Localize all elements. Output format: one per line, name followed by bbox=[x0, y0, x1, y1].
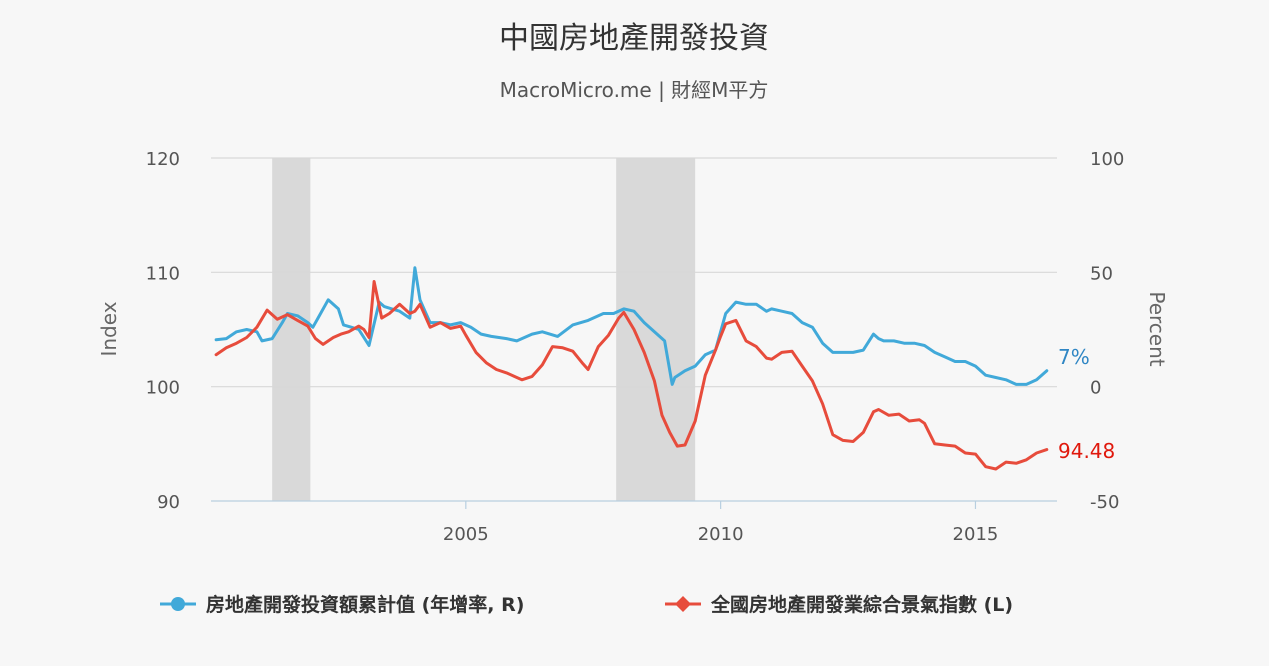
x-tick-label: 2010 bbox=[698, 524, 744, 545]
right-tick-label: 50 bbox=[1090, 263, 1113, 284]
right-axis-title: Percent bbox=[1145, 291, 1169, 366]
circle-marker-icon bbox=[171, 597, 185, 611]
investment-growth-line bbox=[214, 266, 1049, 386]
axes: 90 100 110 120 -50 0 50 100 2005 2010 2015 bbox=[146, 149, 1125, 545]
chart-title: 中國房地產開發投資 bbox=[499, 21, 769, 56]
end-labels: 7% 94.48 bbox=[1058, 345, 1115, 463]
chart-subtitle: MacroMicro.me | 財經M平方 bbox=[500, 78, 769, 102]
gridlines bbox=[211, 157, 1057, 502]
left-tick-label: 120 bbox=[146, 149, 180, 170]
right-tick-label: 100 bbox=[1090, 149, 1124, 170]
left-axis-title: Index bbox=[97, 301, 121, 356]
right-tick-label: 0 bbox=[1090, 378, 1101, 399]
series-lines bbox=[214, 266, 1049, 471]
left-tick-label: 90 bbox=[157, 492, 180, 513]
x-tick-label: 2015 bbox=[953, 524, 999, 545]
left-tick-label: 110 bbox=[146, 263, 180, 284]
x-tick-label: 2005 bbox=[443, 524, 489, 545]
investment-end-label: 7% bbox=[1058, 345, 1090, 369]
recession-bands bbox=[272, 158, 696, 501]
legend-label: 房地產開發投資額累計值 (年增率, R) bbox=[206, 593, 524, 616]
left-tick-label: 100 bbox=[146, 378, 180, 399]
legend: 房地產開發投資額累計值 (年增率, R) 全國房地產開發業綜合景氣指數 (L) bbox=[160, 593, 1013, 616]
diamond-marker-icon bbox=[675, 596, 691, 612]
recession-band bbox=[616, 158, 696, 501]
right-tick-label: -50 bbox=[1090, 492, 1119, 513]
legend-label: 全國房地產開發業綜合景氣指數 (L) bbox=[710, 593, 1013, 616]
climate-end-label: 94.48 bbox=[1058, 439, 1115, 463]
climate-index-line bbox=[214, 280, 1049, 471]
